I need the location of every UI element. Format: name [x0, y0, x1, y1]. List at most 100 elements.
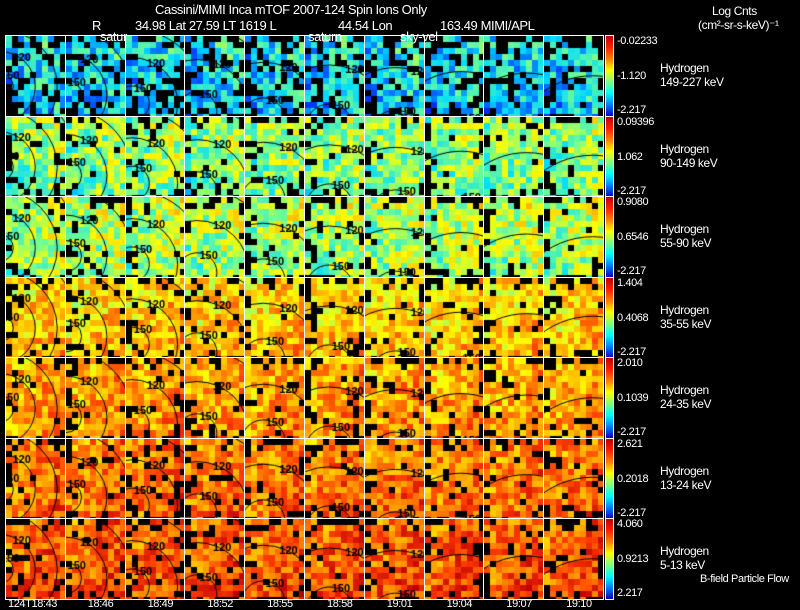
- heatmap-panel: [543, 518, 604, 600]
- heatmap-panel: [304, 518, 365, 600]
- channel-species-label: Hydrogen: [660, 222, 709, 237]
- colorbar-mid-label: -1.120: [617, 70, 646, 83]
- heatmap-panel: [244, 116, 305, 197]
- colorbar: [605, 277, 614, 359]
- heatmap-panel: [543, 196, 604, 278]
- channel-energy-label: 13-24 keV: [660, 478, 712, 493]
- heatmap-cells: [425, 519, 483, 599]
- heatmap-cells: [544, 358, 603, 438]
- heatmap-panel: [364, 518, 425, 600]
- colorbar-max-label: 2.621: [617, 438, 643, 450]
- time-tick-label: 19:04: [446, 598, 473, 610]
- heatmap-panel: [184, 357, 245, 439]
- overlay-sky-vel: sky-vel: [400, 29, 438, 44]
- heatmap-panel: [483, 277, 544, 358]
- heatmap-cells: [425, 197, 483, 277]
- colorbar-min-label: -2.217: [617, 184, 646, 197]
- heatmap-panel: [65, 277, 126, 358]
- heatmap-panel: [65, 35, 126, 117]
- channel-energy-label: 5-13 keV: [660, 558, 705, 573]
- colorbar: [605, 438, 614, 520]
- colorbar-min-label: -2.217: [617, 506, 646, 519]
- heatmap-cells: [126, 117, 184, 196]
- heatmap-cells: [126, 197, 184, 277]
- heatmap-cells: [66, 439, 125, 518]
- heatmap-panel: [125, 518, 185, 600]
- heatmap-cells: [484, 278, 543, 357]
- colorbar-min-label: 2.217: [617, 586, 643, 599]
- heatmap-cells: [6, 278, 65, 357]
- heatmap-cells: [365, 197, 424, 277]
- colorbar-mid-label: 1.062: [617, 151, 643, 164]
- channel-energy-label: 24-35 keV: [660, 397, 712, 412]
- r-label: R: [92, 18, 101, 33]
- heatmap-cells: [66, 358, 125, 438]
- heatmap-panel: [184, 277, 245, 358]
- heatmap-panel: [424, 35, 484, 117]
- heatmap-panel: [5, 277, 66, 358]
- heatmap-cells: [425, 439, 483, 518]
- channel-energy-label: 90-149 keV: [660, 156, 718, 171]
- channel-species-label: Hydrogen: [660, 61, 709, 76]
- heatmap-panel: [364, 277, 425, 358]
- heatmap-panel: [364, 438, 425, 519]
- time-tick-label: 18:46: [87, 598, 114, 610]
- colorbar: [605, 196, 614, 278]
- heatmap-cells: [425, 117, 483, 196]
- heatmap-cells: [365, 439, 424, 518]
- heatmap-panel: [304, 277, 365, 358]
- log-cnts-label: Log Cnts: [712, 4, 757, 18]
- heatmap-panel: [364, 357, 425, 439]
- heatmap-panel: [125, 35, 185, 117]
- heatmap-cells: [245, 519, 304, 599]
- heatmap-cells: [6, 519, 65, 599]
- heatmap-cells: [126, 439, 184, 518]
- colorbar-min-label: -2.217: [617, 103, 646, 116]
- heatmap-panel: [65, 518, 126, 600]
- colorbar-max-label: 0.9080: [617, 196, 649, 208]
- colorbar-min-label: -2.217: [617, 425, 646, 438]
- heatmap-cells: [484, 197, 543, 277]
- heatmap-cells: [126, 278, 184, 357]
- heatmap-panel: [304, 357, 365, 439]
- heatmap-cells: [245, 439, 304, 518]
- heatmap-cells: [484, 439, 543, 518]
- time-tick-label: 19:07: [506, 598, 532, 610]
- heatmap-cells: [305, 36, 364, 116]
- heatmap-cells: [305, 439, 364, 518]
- heatmap-cells: [425, 358, 483, 438]
- heatmap-cells: [126, 519, 184, 599]
- colorbar-min-label: -2.217: [617, 264, 646, 277]
- heatmap-cells: [305, 278, 364, 357]
- heatmap-cells: [185, 36, 244, 116]
- heatmap-panel: [424, 116, 484, 197]
- heatmap-cells: [425, 278, 483, 357]
- extra-label: 163.49 MIMI/APL: [440, 18, 535, 33]
- channel-species-label: Hydrogen: [660, 383, 709, 398]
- heatmap-panel: [125, 196, 185, 278]
- heatmap-cells: [6, 117, 65, 196]
- heatmap-panel: [483, 438, 544, 519]
- heatmap-panel: [483, 518, 544, 600]
- heatmap-panel: [483, 357, 544, 439]
- heatmap-cells: [365, 36, 424, 116]
- heatmap-panel: [304, 116, 365, 197]
- colorbar: [605, 116, 614, 198]
- heatmap-cells: [66, 197, 125, 277]
- heatmap-panel: [125, 116, 185, 197]
- heatmap-panel: [304, 196, 365, 278]
- colorbar-min-label: -2.217: [617, 345, 646, 358]
- heatmap-cells: [305, 519, 364, 599]
- heatmap-panel: [5, 35, 66, 117]
- heatmap-panel: [184, 116, 245, 197]
- channel-species-label: Hydrogen: [660, 464, 709, 479]
- heatmap-cells: [305, 358, 364, 438]
- heatmap-panel: [364, 196, 425, 278]
- heatmap-grid: [5, 35, 604, 600]
- heatmap-cells: [484, 519, 543, 599]
- time-tick-label: 18:58: [327, 598, 353, 610]
- heatmap-cells: [126, 36, 184, 116]
- heatmap-panel: [424, 518, 484, 600]
- heatmap-cells: [66, 519, 125, 599]
- heatmap-panel: [424, 277, 484, 358]
